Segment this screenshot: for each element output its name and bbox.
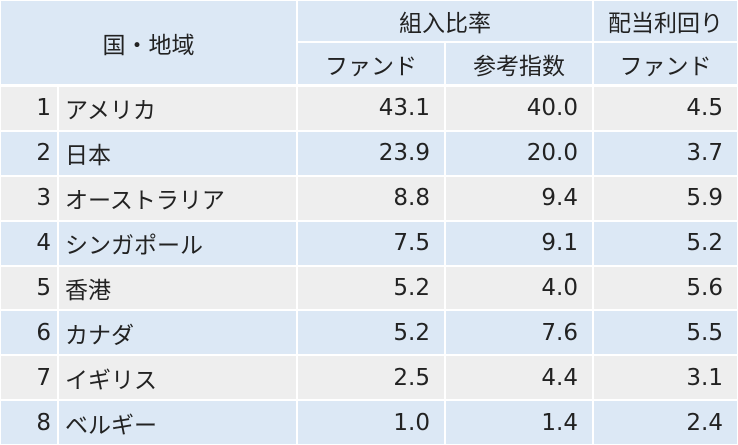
rank: 3	[1, 176, 57, 220]
fund-ratio: 1.0	[298, 401, 444, 444]
rank: 1	[1, 87, 57, 130]
country: ベルギー	[59, 401, 296, 444]
dividend-yield: 5.2	[594, 221, 737, 265]
dividend-yield: 2.4	[594, 401, 737, 444]
country: 日本	[59, 131, 296, 175]
country: アメリカ	[59, 87, 296, 130]
index-ratio: 4.0	[446, 266, 592, 310]
fund-ratio: 23.9	[298, 131, 444, 175]
country: イギリス	[59, 356, 296, 400]
index-ratio: 9.1	[446, 221, 592, 265]
header-index: 参考指数	[446, 43, 592, 84]
dividend-yield: 3.7	[594, 131, 737, 175]
index-ratio: 9.4	[446, 176, 592, 220]
fund-ratio: 8.8	[298, 176, 444, 220]
index-ratio: 1.4	[446, 401, 592, 444]
fund-ratio: 5.2	[298, 311, 444, 355]
dividend-yield: 5.6	[594, 266, 737, 310]
fund-ratio: 7.5	[298, 221, 444, 265]
rank: 8	[1, 401, 57, 444]
dividend-yield: 3.1	[594, 356, 737, 400]
fund-ratio: 5.2	[298, 266, 444, 310]
country: 香港	[59, 266, 296, 310]
header-fund: ファンド	[298, 43, 444, 84]
rank: 7	[1, 356, 57, 400]
country: シンガポール	[59, 221, 296, 265]
rank: 4	[1, 221, 57, 265]
rank: 6	[1, 311, 57, 355]
rank: 2	[1, 131, 57, 175]
index-ratio: 4.4	[446, 356, 592, 400]
dividend-yield: 5.9	[594, 176, 737, 220]
index-ratio: 7.6	[446, 311, 592, 355]
dividend-yield: 5.5	[594, 311, 737, 355]
dividend-yield: 4.5	[594, 87, 737, 130]
country: カナダ	[59, 311, 296, 355]
header-allocation: 組入比率	[298, 1, 592, 41]
country: オーストラリア	[59, 176, 296, 220]
fund-ratio: 2.5	[298, 356, 444, 400]
header-dividend-fund: ファンド	[594, 43, 737, 84]
header-dividend: 配当利回り	[594, 1, 737, 41]
index-ratio: 40.0	[446, 87, 592, 130]
header-region: 国・地域	[1, 1, 296, 84]
index-ratio: 20.0	[446, 131, 592, 175]
rank: 5	[1, 266, 57, 310]
fund-ratio: 43.1	[298, 87, 444, 130]
